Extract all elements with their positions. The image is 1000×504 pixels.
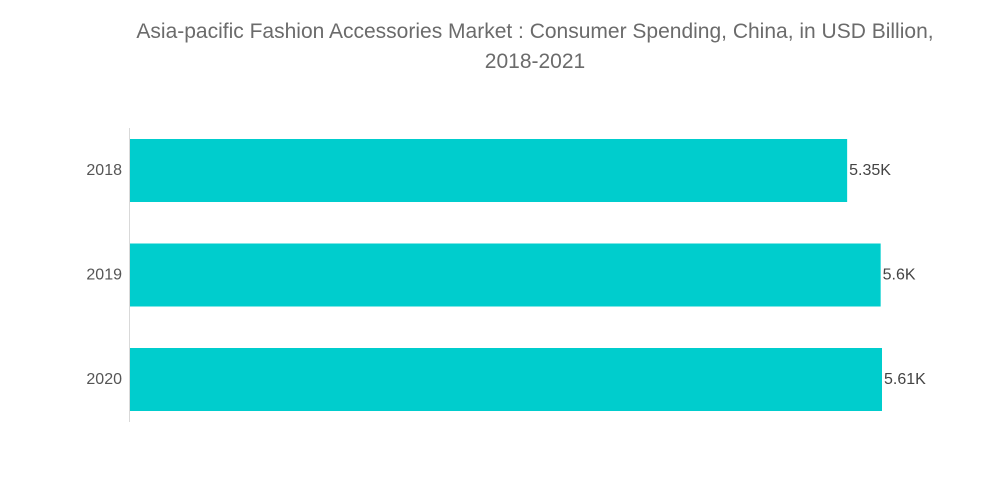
bars-layer: 2018 5.35K 2019 5.6K 2020 5.61K <box>86 139 926 411</box>
y-tick-label-2020: 2020 <box>86 371 122 388</box>
data-label-2020: 5.61K <box>884 371 926 388</box>
data-label-2018: 5.35K <box>849 162 891 179</box>
data-label-2019: 5.6K <box>883 267 916 284</box>
y-tick-label-2019: 2019 <box>86 267 122 284</box>
bar-2020 <box>130 348 882 411</box>
bar-2019 <box>130 243 881 307</box>
y-tick-label-2018: 2018 <box>86 162 122 179</box>
bar-2018 <box>130 139 848 202</box>
chart-title: Asia-pacific Fashion Accessories Market … <box>136 20 934 73</box>
